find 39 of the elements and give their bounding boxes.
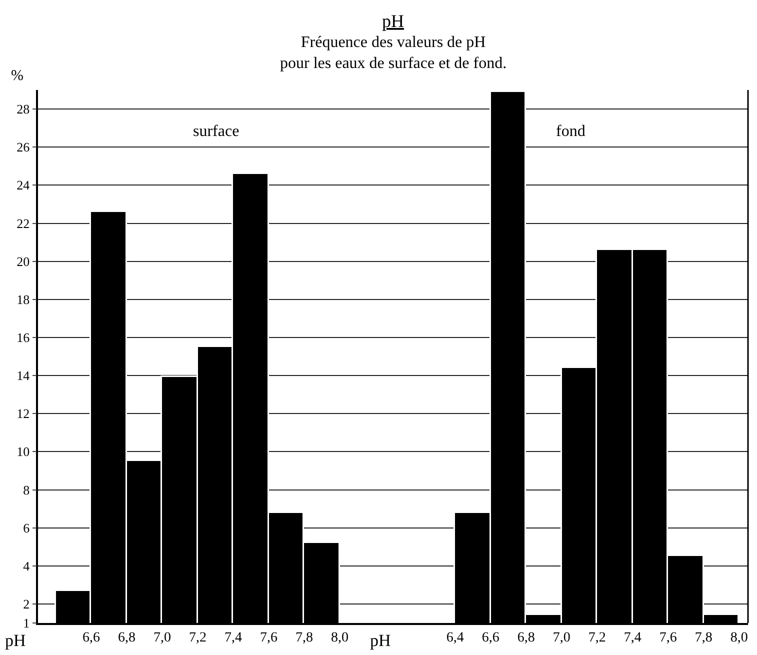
y-tick-label: 26 [16, 140, 30, 155]
x-axis-title: pH [370, 631, 391, 650]
x-tick-label: 8,0 [331, 630, 348, 646]
chart-subtitle: Fréquence des valeurs de pH pour les eaux de surface et de fond. [280, 34, 507, 72]
y-tick-label: 6 [23, 520, 30, 536]
x-tick-label: 6,4 [446, 630, 464, 646]
y-tick-label: 8 [23, 482, 30, 498]
x-tick-label: 6,8 [517, 630, 535, 646]
x-tick-label: 7,0 [154, 630, 171, 646]
y-tick-label: 12 [16, 406, 30, 422]
y-tick-label: 28 [16, 102, 30, 117]
y-axis-title: % [11, 68, 24, 84]
y-tick-label: 1 [23, 616, 30, 631]
y-tick-label: 16 [16, 330, 30, 346]
x-tick-label: 7,6 [260, 630, 278, 646]
x-axis-title: pH [5, 631, 26, 650]
x-tick-label: 6,6 [482, 630, 500, 646]
y-tick-label: 4 [23, 558, 30, 574]
x-tick-label: 8,0 [730, 630, 748, 646]
annotation: surface [193, 123, 240, 140]
x-tick-label: 7,8 [296, 630, 313, 646]
x-tick-label: 6,8 [118, 630, 136, 646]
y-tick-label: 10 [16, 444, 30, 460]
x-tick-label: 7,2 [189, 630, 206, 646]
y-tick-label: 22 [16, 216, 30, 231]
x-tick-label: 7,0 [552, 630, 570, 646]
x-tick-label: 7,8 [694, 630, 712, 646]
chart-title: pH [382, 11, 404, 31]
annotation: fond [556, 123, 586, 140]
y-tick-label: 24 [16, 178, 30, 193]
x-tick-label: 6,6 [82, 630, 100, 646]
x-tick-label: 7,4 [224, 630, 242, 646]
y-tick-label: 18 [16, 292, 30, 307]
x-tick-label: 7,2 [588, 630, 606, 646]
y-tick-label: 14 [16, 368, 30, 384]
y-tick-label: 2 [23, 596, 30, 612]
x-tick-label: 7,6 [659, 630, 677, 646]
x-tick-label: 7,4 [624, 630, 642, 646]
y-tick-label: 20 [16, 254, 30, 269]
